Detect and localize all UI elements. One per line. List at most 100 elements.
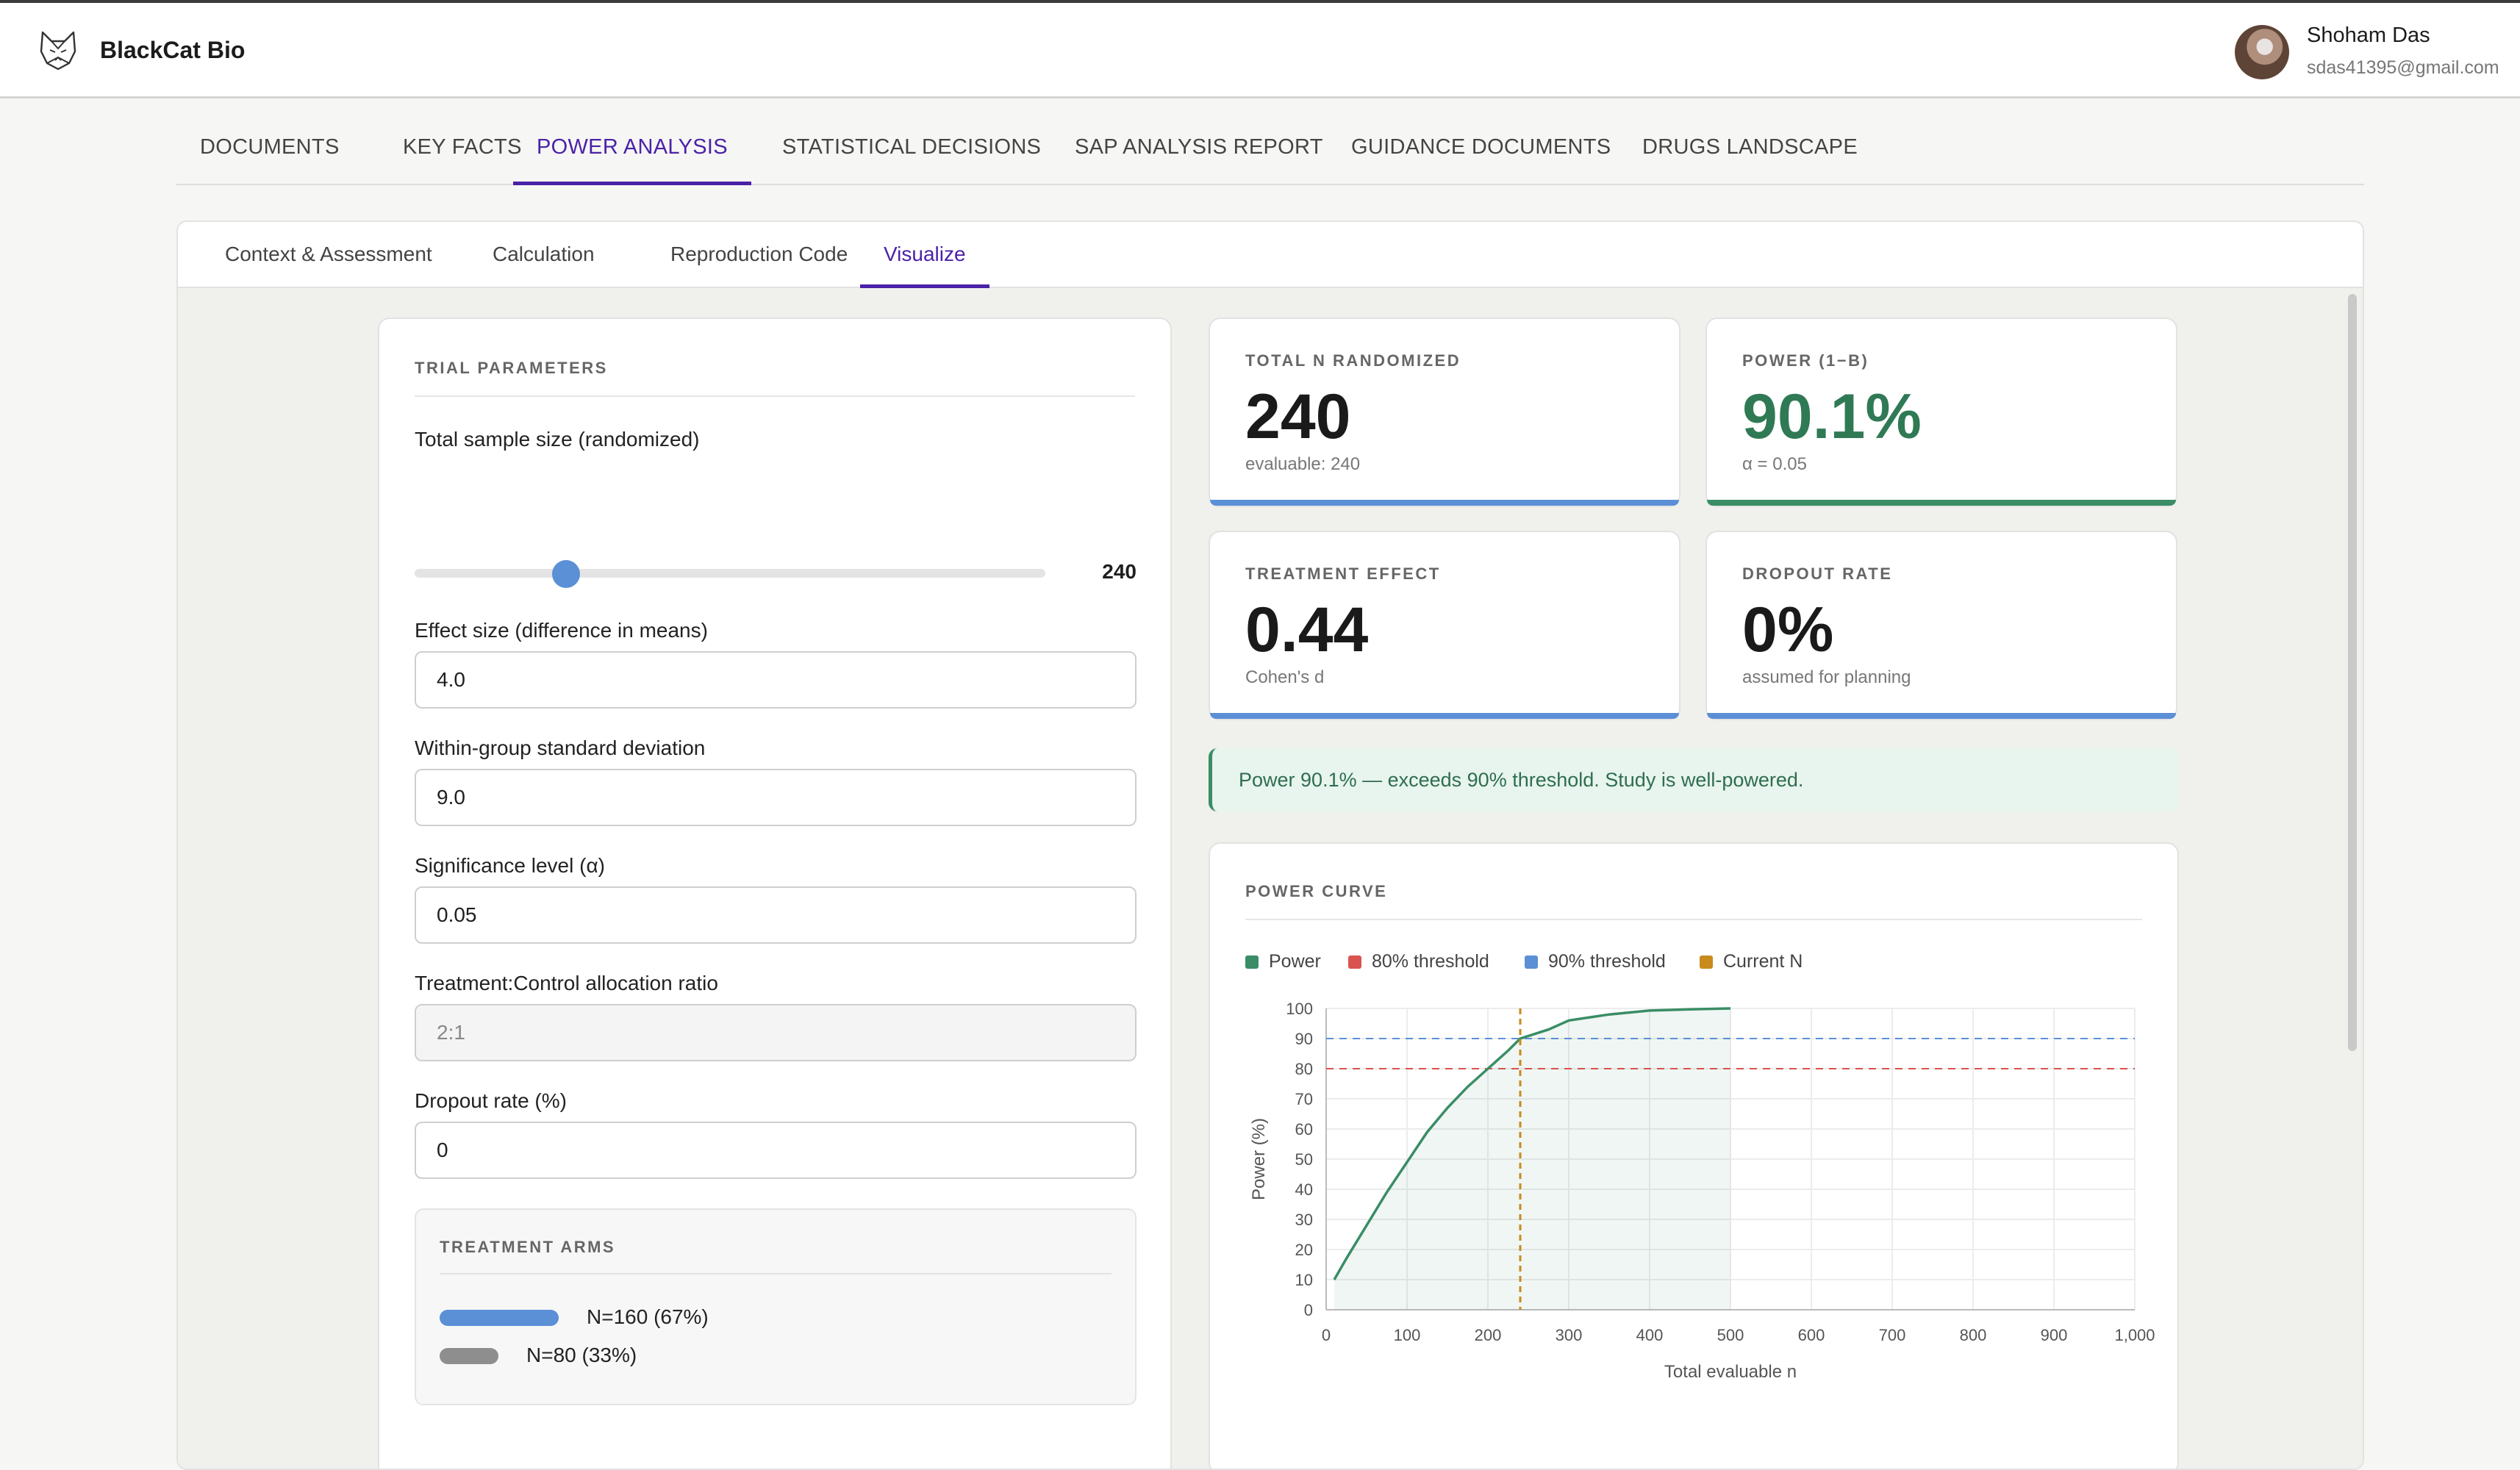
sample-size-slider-track[interactable] (415, 569, 1045, 578)
x-tick-label: 200 (1475, 1326, 1502, 1344)
legend-power[interactable]: Power (1245, 951, 1321, 972)
tab-statistical-decisions[interactable]: STATISTICAL DECISIONS (782, 135, 1042, 159)
user-name: Shoham Das (2307, 24, 2430, 47)
x-tick-label: 700 (1879, 1326, 1906, 1344)
y-tick-label: 70 (1295, 1090, 1313, 1108)
dropout-rate-card: DROPOUT RATE 0% assumed for planning (1705, 531, 2177, 720)
card-accent (1210, 713, 1679, 719)
tab-drugs-landscape[interactable]: DRUGS LANDSCAPE (1642, 135, 1858, 159)
card-accent (1707, 713, 2176, 719)
subtab-context-assessment[interactable]: Context & Assessment (225, 243, 432, 265)
card-accent (1210, 500, 1679, 506)
power-title: POWER (1−Β) (1742, 351, 1869, 370)
tab-guidance-documents[interactable]: GUIDANCE DOCUMENTS (1351, 135, 1611, 159)
top-header: BlackCat Bio Shoham Das sdas41395@gmail.… (0, 0, 2520, 98)
x-tick-label: 100 (1394, 1326, 1421, 1344)
brand-name[interactable]: BlackCat Bio (100, 37, 246, 63)
divider (1245, 919, 2142, 920)
legend-swatch (1700, 956, 1713, 969)
legend-90-threshold[interactable]: 90% threshold (1525, 951, 1666, 972)
y-tick-label: 90 (1295, 1030, 1313, 1048)
card-accent (1707, 500, 2176, 506)
x-tick-label: 800 (1960, 1326, 1987, 1344)
main-tab-bar: DOCUMENTS KEY FACTS POWER ANALYSIS STATI… (176, 126, 2364, 185)
y-tick-label: 100 (1286, 1000, 1313, 1018)
trial-parameters-title: TRIAL PARAMETERS (415, 359, 608, 377)
legend-80-threshold[interactable]: 80% threshold (1348, 951, 1489, 972)
power-analysis-frame: Context & Assessment Calculation Reprodu… (176, 220, 2364, 1470)
sample-size-slider-thumb[interactable] (551, 560, 580, 588)
legend-label: 90% threshold (1548, 951, 1666, 972)
legend-label: Power (1269, 951, 1321, 972)
y-tick-label: 10 (1295, 1271, 1313, 1289)
power-line (1333, 1007, 1731, 1280)
trial-parameters-panel: TRIAL PARAMETERS Total sample size (rand… (378, 318, 1172, 1469)
control-arm-label: N=80 (33%) (526, 1344, 637, 1366)
tab-documents[interactable]: DOCUMENTS (200, 135, 340, 159)
power-status-alert: Power 90.1% — exceeds 90% threshold. Stu… (1209, 748, 2179, 811)
power-area (1334, 1008, 1730, 1310)
treatment-effect-sub: Cohen's d (1245, 667, 1325, 687)
sub-tab-bar: Context & Assessment Calculation Reprodu… (178, 222, 2363, 288)
sample-size-value: 240 (1102, 560, 1136, 583)
treatment-arm-label: N=160 (67%) (587, 1305, 709, 1328)
treatment-effect-value: 0.44 (1245, 595, 1369, 665)
sample-size-label: Total sample size (randomized) (415, 428, 700, 451)
dropout-rate-input[interactable] (415, 1122, 1136, 1179)
y-axis-title: Power (%) (1249, 1118, 1269, 1200)
y-tick-label: 80 (1295, 1060, 1313, 1078)
tab-sap-analysis-report[interactable]: SAP ANALYSIS REPORT (1075, 135, 1323, 159)
treatment-arm-bar (440, 1310, 559, 1326)
allocation-ratio-label: Treatment:Control allocation ratio (415, 972, 718, 994)
y-tick-label: 30 (1295, 1211, 1313, 1229)
dropout-rate-value: 0% (1742, 595, 1834, 665)
divider (440, 1273, 1112, 1274)
x-tick-label: 900 (2041, 1326, 2068, 1344)
scrollbar-thumb[interactable] (2348, 294, 2357, 1051)
tab-key-facts[interactable]: KEY FACTS (403, 135, 522, 159)
total-n-card: TOTAL N RANDOMIZED 240 evaluable: 240 (1209, 318, 1680, 507)
legend-label: Current N (1723, 951, 1803, 972)
x-tick-label: 300 (1556, 1326, 1583, 1344)
divider (415, 395, 1135, 397)
effect-size-label: Effect size (difference in means) (415, 619, 708, 642)
y-tick-label: 50 (1295, 1150, 1313, 1169)
dropout-rate-sub: assumed for planning (1742, 667, 1911, 687)
subtab-calculation[interactable]: Calculation (493, 243, 595, 265)
x-tick-label: 400 (1636, 1326, 1664, 1344)
power-value: 90.1% (1742, 381, 1922, 452)
std-dev-label: Within-group standard deviation (415, 736, 706, 759)
power-sub: α = 0.05 (1742, 454, 1807, 474)
treatment-arms-box: TREATMENT ARMS N=160 (67%) N=80 (33%) (415, 1208, 1136, 1405)
treatment-effect-title: TREATMENT EFFECT (1245, 564, 1441, 583)
power-curve-panel: POWER CURVE Power 80% threshold 90% thre… (1209, 842, 2180, 1470)
x-tick-label: 600 (1798, 1326, 1825, 1344)
total-n-value: 240 (1245, 381, 1351, 452)
treatment-effect-card: TREATMENT EFFECT 0.44 Cohen's d (1209, 531, 1680, 720)
x-tick-label: 500 (1717, 1326, 1744, 1344)
legend-current-n[interactable]: Current N (1700, 951, 1803, 972)
control-arm-bar (440, 1348, 498, 1364)
avatar[interactable] (2235, 25, 2289, 79)
dropout-rate-title: DROPOUT RATE (1742, 564, 1893, 583)
effect-size-input[interactable] (415, 651, 1136, 709)
y-tick-label: 40 (1295, 1180, 1313, 1199)
x-tick-label: 0 (1322, 1326, 1331, 1344)
y-tick-label: 60 (1295, 1120, 1313, 1139)
subtab-visualize[interactable]: Visualize (860, 222, 989, 288)
total-n-title: TOTAL N RANDOMIZED (1245, 351, 1461, 370)
std-dev-input[interactable] (415, 769, 1136, 826)
legend-swatch (1525, 956, 1538, 969)
power-card: POWER (1−Β) 90.1% α = 0.05 (1705, 318, 2177, 507)
alpha-input[interactable] (415, 886, 1136, 944)
legend-label: 80% threshold (1372, 951, 1489, 972)
cat-logo-icon[interactable] (37, 29, 79, 72)
allocation-ratio-input[interactable] (415, 1004, 1136, 1061)
subtab-reproduction-code[interactable]: Reproduction Code (670, 243, 848, 265)
total-n-sub: evaluable: 240 (1245, 454, 1361, 474)
legend-swatch (1348, 956, 1361, 969)
tab-power-analysis[interactable]: POWER ANALYSIS (513, 126, 751, 185)
treatment-arms-title: TREATMENT ARMS (440, 1238, 616, 1256)
power-curve-chart[interactable]: 0 100 200 300 400 500 600 700 800 900 1,000 0 10 20 30… (1210, 844, 2180, 1470)
legend-swatch (1245, 956, 1259, 969)
